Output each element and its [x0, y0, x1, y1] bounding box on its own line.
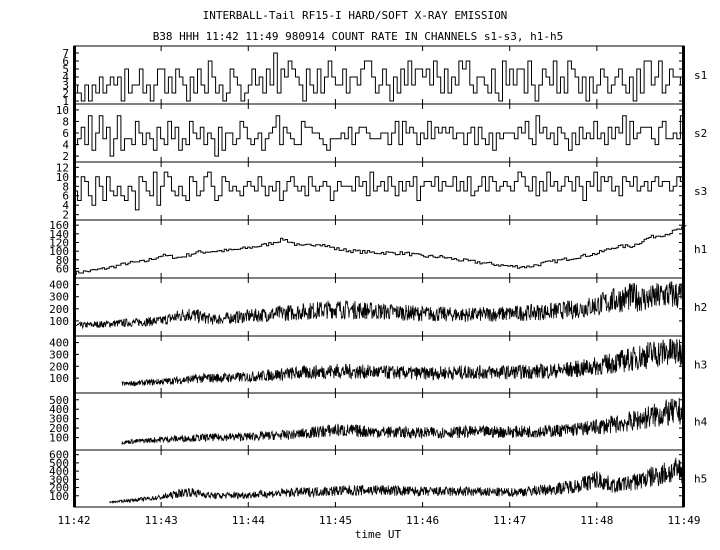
- panel-frame: [73, 45, 685, 105]
- series-h5: [108, 457, 685, 504]
- channel-label-s3: s3: [694, 185, 707, 198]
- y-tick-label: 200: [49, 360, 69, 373]
- series-s1: [74, 52, 684, 102]
- series-h3: [121, 338, 685, 387]
- y-tick-label: 2: [62, 209, 69, 222]
- panel-frame: [73, 161, 685, 221]
- panels: 1234567s1246810s224681012s36080100120140…: [49, 45, 708, 508]
- y-tick-label: 100: [49, 315, 69, 328]
- y-tick-label: 6: [62, 127, 69, 140]
- y-tick-label: 12: [56, 161, 69, 174]
- x-tick-label: 11:45: [319, 514, 352, 527]
- channel-label-s2: s2: [694, 127, 707, 140]
- x-tick-label: 11:44: [232, 514, 265, 527]
- y-tick-label: 300: [49, 348, 69, 361]
- channel-label-h1: h1: [694, 243, 707, 256]
- y-tick-label: 80: [56, 254, 69, 267]
- series-s2: [74, 115, 684, 157]
- y-tick-label: 140: [49, 228, 69, 241]
- y-tick-label: 500: [49, 457, 69, 470]
- series-h1: [74, 225, 687, 276]
- panel-right-edge: [682, 46, 685, 104]
- panel-right-edge: [682, 162, 685, 220]
- y-tick-label: 300: [49, 473, 69, 486]
- y-tick-label: 60: [56, 263, 69, 276]
- y-tick-label: 200: [49, 303, 69, 316]
- y-tick-label: 100: [49, 245, 69, 258]
- x-axis-label: time UT: [355, 528, 402, 541]
- y-tick-label: 3: [62, 79, 69, 92]
- channel-label-h2: h2: [694, 301, 707, 314]
- y-tick-label: 5: [62, 63, 69, 76]
- channel-label-h4: h4: [694, 416, 708, 429]
- panel-frame: [73, 219, 685, 279]
- y-tick-label: 160: [49, 219, 69, 232]
- y-tick-label: 100: [49, 490, 69, 503]
- panel-left-edge: [73, 450, 76, 507]
- y-tick-label: 200: [49, 422, 69, 435]
- y-tick-label: 6: [62, 190, 69, 203]
- channel-label-s1: s1: [694, 69, 707, 82]
- x-tick-label: 11:46: [406, 514, 439, 527]
- y-tick-label: 400: [49, 337, 69, 350]
- y-tick-label: 100: [49, 432, 69, 445]
- x-tick-label: 11:42: [57, 514, 90, 527]
- y-tick-label: 100: [49, 372, 69, 385]
- y-tick-label: 600: [49, 449, 69, 462]
- panel-left-edge: [73, 278, 76, 336]
- y-tick-label: 8: [62, 180, 69, 193]
- y-tick-label: 6: [62, 55, 69, 68]
- y-tick-label: 120: [49, 237, 69, 250]
- panel-right-edge: [682, 393, 685, 450]
- panel-frame: [73, 335, 685, 394]
- y-tick-label: 400: [49, 279, 69, 292]
- y-tick-label: 8: [62, 115, 69, 128]
- y-tick-label: 200: [49, 482, 69, 495]
- series-h2: [73, 281, 685, 330]
- panel-frame: [73, 103, 685, 163]
- chart-title: INTERBALL-Tail RF15-I HARD/SOFT X-RAY EM…: [203, 9, 508, 22]
- y-tick-label: 400: [49, 465, 69, 478]
- x-tick-label: 11:48: [580, 514, 613, 527]
- y-tick-label: 1: [62, 95, 69, 108]
- channel-label-h3: h3: [694, 359, 707, 372]
- y-tick-label: 4: [62, 199, 69, 212]
- panel-left-edge: [73, 393, 76, 450]
- y-tick-label: 4: [62, 71, 69, 84]
- y-tick-label: 400: [49, 403, 69, 416]
- panel-left-edge: [73, 46, 76, 104]
- y-tick-label: 2: [62, 87, 69, 100]
- x-tick-label: 11:47: [493, 514, 526, 527]
- x-tick-label: 11:49: [667, 514, 700, 527]
- y-tick-label: 500: [49, 394, 69, 407]
- panel-frame: [73, 392, 685, 451]
- channel-label-h5: h5: [694, 473, 707, 486]
- panel-left-edge: [73, 220, 76, 278]
- x-axis: 11:42 11:43 11:44 11:45 11:46 11:47 11:48 11:49: [57, 46, 701, 527]
- y-tick-label: 7: [62, 47, 69, 60]
- series-h4: [121, 397, 685, 445]
- y-tick-label: 4: [62, 139, 69, 152]
- chart-subtitle: B38 HHH 11:42 11:49 980914 COUNT RATE IN…: [153, 30, 564, 43]
- y-tick-label: 2: [62, 150, 69, 163]
- y-tick-label: 300: [49, 291, 69, 304]
- series-s3: [74, 171, 684, 211]
- x-tick-label: 11:43: [145, 514, 178, 527]
- panel-right-edge: [682, 336, 685, 393]
- panel-right-edge: [682, 220, 685, 278]
- y-tick-label: 10: [56, 171, 69, 184]
- panel-right-edge: [682, 450, 685, 507]
- y-tick-label: 300: [49, 413, 69, 426]
- y-tick-label: 10: [56, 104, 69, 117]
- panel-left-edge: [73, 336, 76, 393]
